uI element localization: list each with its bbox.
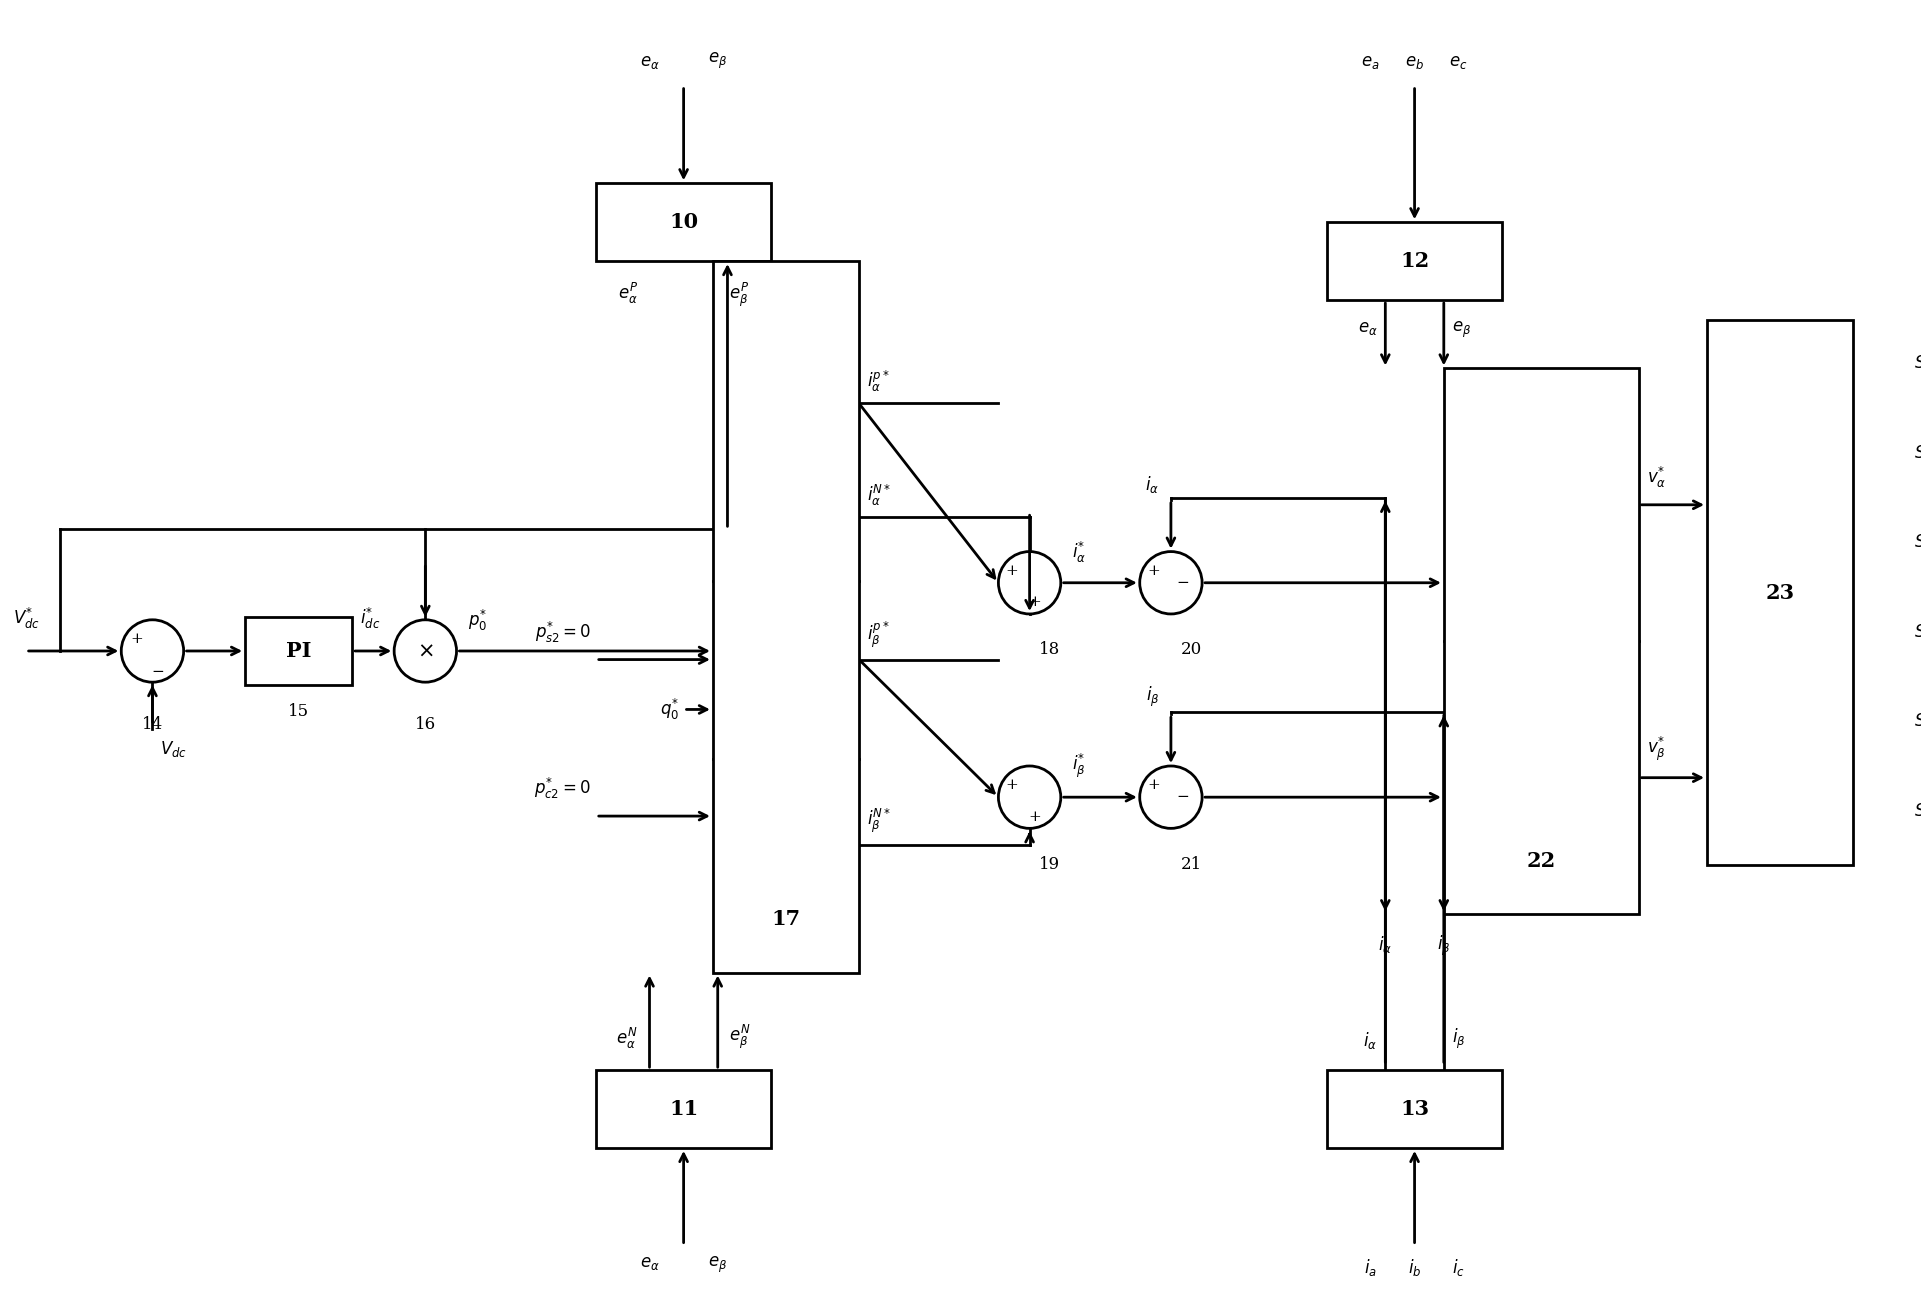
Text: $e_a$: $e_a$ xyxy=(1362,55,1379,72)
Text: +: + xyxy=(1147,778,1160,792)
Text: $-$: $-$ xyxy=(1176,574,1189,588)
Text: 23: 23 xyxy=(1765,583,1794,602)
Text: $i_{dc}^{*}$: $i_{dc}^{*}$ xyxy=(359,606,380,631)
Text: 20: 20 xyxy=(1181,641,1203,658)
Text: $p_{s2}^{*}=0$: $p_{s2}^{*}=0$ xyxy=(534,619,592,645)
Text: $e_{\beta}^{P}$: $e_{\beta}^{P}$ xyxy=(730,281,749,308)
Bar xyxy=(1327,1069,1502,1147)
Text: $i_{\alpha}^{p*}$: $i_{\alpha}^{p*}$ xyxy=(866,368,889,394)
Text: 13: 13 xyxy=(1400,1099,1429,1119)
Text: $e_c$: $e_c$ xyxy=(1448,55,1468,72)
Text: $i_{\beta}^{p*}$: $i_{\beta}^{p*}$ xyxy=(866,619,889,649)
Text: $i_c$: $i_c$ xyxy=(1452,1257,1466,1278)
Text: $\times$: $\times$ xyxy=(417,641,434,661)
Text: $p_0^{*}$: $p_0^{*}$ xyxy=(469,609,488,634)
Text: $e_{\alpha}$: $e_{\alpha}$ xyxy=(640,55,659,72)
Text: $e_{\beta}$: $e_{\beta}$ xyxy=(709,1255,728,1275)
Text: $i_{\alpha}$: $i_{\alpha}$ xyxy=(1377,934,1393,955)
Text: $V_{dc}^{*}$: $V_{dc}^{*}$ xyxy=(13,606,40,631)
Text: $e_{\alpha}$: $e_{\alpha}$ xyxy=(1358,320,1377,337)
Bar xyxy=(1327,222,1502,301)
Text: +: + xyxy=(1147,565,1160,578)
Text: $S_4$: $S_4$ xyxy=(1913,622,1921,641)
Text: PI: PI xyxy=(286,641,311,661)
Text: 15: 15 xyxy=(288,703,309,719)
Text: $S_2$: $S_2$ xyxy=(1913,442,1921,463)
Bar xyxy=(596,1069,772,1147)
Circle shape xyxy=(999,552,1060,614)
Text: 11: 11 xyxy=(669,1099,697,1119)
Text: $S_6$: $S_6$ xyxy=(1913,801,1921,821)
Text: 18: 18 xyxy=(1039,641,1060,658)
Text: $e_{\beta}$: $e_{\beta}$ xyxy=(709,51,728,72)
Text: 16: 16 xyxy=(415,717,436,734)
Text: +: + xyxy=(1007,565,1018,578)
Text: $V_{dc}$: $V_{dc}$ xyxy=(159,739,186,758)
Text: +: + xyxy=(1007,778,1018,792)
Text: 22: 22 xyxy=(1527,851,1556,870)
Text: $e_{\beta}$: $e_{\beta}$ xyxy=(1452,320,1471,340)
Text: 21: 21 xyxy=(1181,856,1203,873)
Text: $v_{\beta}^{*}$: $v_{\beta}^{*}$ xyxy=(1646,735,1666,764)
Text: $i_{\beta}$: $i_{\beta}$ xyxy=(1452,1026,1466,1051)
Bar xyxy=(1445,368,1639,915)
Text: $S_1$: $S_1$ xyxy=(1913,354,1921,373)
Circle shape xyxy=(121,619,184,682)
Text: $i_{\beta}$: $i_{\beta}$ xyxy=(1145,686,1158,709)
Text: +: + xyxy=(1028,596,1041,609)
Bar xyxy=(713,262,859,973)
Text: $i_{\alpha}^{*}$: $i_{\alpha}^{*}$ xyxy=(1072,540,1087,565)
Circle shape xyxy=(1139,552,1203,614)
Text: $p_{c2}^{*}=0$: $p_{c2}^{*}=0$ xyxy=(534,777,592,801)
Text: 12: 12 xyxy=(1400,251,1429,271)
Text: $i_{\beta}^{N*}$: $i_{\beta}^{N*}$ xyxy=(866,807,891,835)
Text: +: + xyxy=(1028,809,1041,824)
Text: $i_{\alpha}$: $i_{\alpha}$ xyxy=(1364,1029,1377,1051)
Text: $v_{\alpha}^{*}$: $v_{\alpha}^{*}$ xyxy=(1646,464,1666,490)
Text: $i_{\beta}$: $i_{\beta}$ xyxy=(1437,934,1450,958)
Text: $S_3$: $S_3$ xyxy=(1913,532,1921,553)
Circle shape xyxy=(394,619,457,682)
Text: 17: 17 xyxy=(772,909,801,929)
Text: $-$: $-$ xyxy=(150,664,163,678)
Text: $S_5$: $S_5$ xyxy=(1913,712,1921,731)
Text: $e_{\alpha}^{N}$: $e_{\alpha}^{N}$ xyxy=(617,1025,638,1051)
Text: $i_b$: $i_b$ xyxy=(1408,1257,1422,1278)
Text: $i_{\beta}^{*}$: $i_{\beta}^{*}$ xyxy=(1072,752,1085,779)
Text: $q_0^{*}$: $q_0^{*}$ xyxy=(659,697,678,722)
Bar xyxy=(596,183,772,262)
Text: $i_a$: $i_a$ xyxy=(1364,1257,1377,1278)
Text: $i_{\alpha}$: $i_{\alpha}$ xyxy=(1145,474,1158,496)
Bar xyxy=(246,617,352,686)
Text: $i_{\alpha}^{N*}$: $i_{\alpha}^{N*}$ xyxy=(866,483,891,507)
Text: $e_b$: $e_b$ xyxy=(1404,55,1423,72)
Text: 10: 10 xyxy=(669,212,697,232)
Text: +: + xyxy=(131,632,144,647)
Text: 14: 14 xyxy=(142,717,163,734)
Circle shape xyxy=(999,766,1060,829)
Text: $-$: $-$ xyxy=(1176,788,1189,803)
Text: $e_{\alpha}^{P}$: $e_{\alpha}^{P}$ xyxy=(619,281,638,306)
Text: $e_{\alpha}$: $e_{\alpha}$ xyxy=(640,1255,659,1272)
Circle shape xyxy=(1139,766,1203,829)
Bar xyxy=(1708,320,1854,865)
Text: 19: 19 xyxy=(1039,856,1060,873)
Text: $e_{\beta}^{N}$: $e_{\beta}^{N}$ xyxy=(730,1023,751,1051)
